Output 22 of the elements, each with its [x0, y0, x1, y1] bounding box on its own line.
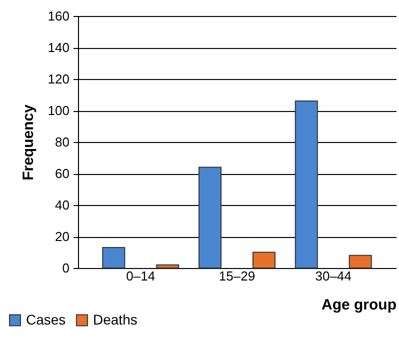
x-tick-label: 0–14 [126, 268, 156, 284]
x-tick-label: 30–44 [315, 268, 352, 284]
x-tick-label: 15–29 [218, 268, 256, 284]
bar [198, 166, 222, 268]
y-tick-label: 100 [48, 103, 70, 118]
bar [102, 247, 126, 268]
x-axis-title: Age group [322, 296, 396, 314]
legend-label: Deaths [93, 311, 138, 328]
y-tick-label: 160 [48, 8, 70, 24]
y-tick-label: 140 [48, 40, 70, 55]
y-tick-label: 120 [48, 72, 70, 86]
y-tick-label: 20 [55, 229, 70, 244]
legend-label: Cases [26, 311, 66, 328]
bar [348, 254, 372, 268]
y-tick-label: 80 [55, 134, 70, 150]
y-tick-label: 40 [55, 198, 70, 212]
y-tick-label: 60 [55, 166, 70, 181]
y-tick-label: 0 [62, 260, 70, 276]
bar [252, 252, 276, 268]
y-axis-title: Frequency [20, 104, 37, 180]
bar [156, 264, 180, 268]
bar [294, 100, 318, 268]
